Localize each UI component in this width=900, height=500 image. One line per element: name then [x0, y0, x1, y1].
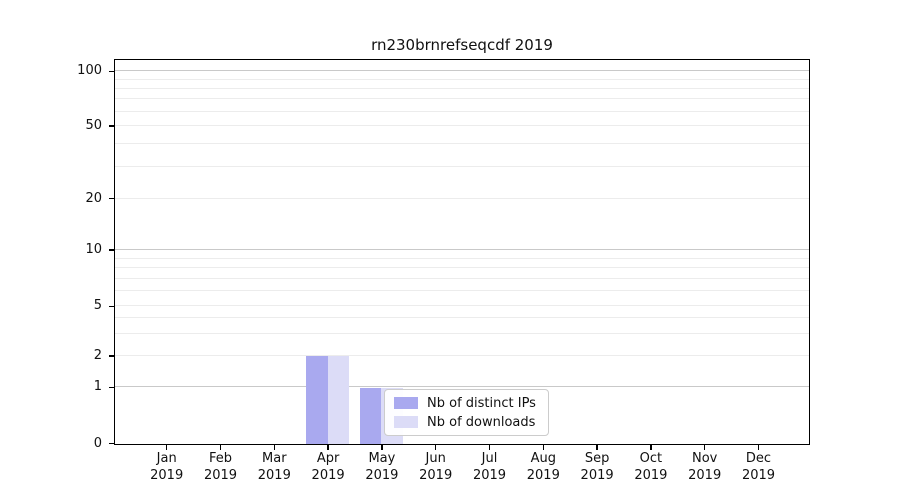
- gridline: [115, 197, 809, 199]
- y-tick-label: 2: [93, 347, 102, 363]
- x-tick-year: 2019: [472, 467, 507, 483]
- y-tick-label: 100: [77, 63, 102, 79]
- x-tick-year: 2019: [257, 467, 291, 483]
- x-tick-mark: [488, 445, 491, 450]
- x-tick-year: 2019: [203, 467, 238, 483]
- x-tick-mark: [596, 445, 598, 450]
- gridline: [115, 87, 809, 89]
- x-tick-label: Feb 2019: [190, 451, 252, 484]
- y-tick-mark: [109, 355, 114, 357]
- x-tick-month: May: [368, 451, 396, 466]
- gridline: [115, 78, 809, 80]
- x-tick-label: Nov 2019: [674, 451, 736, 484]
- gridline: [115, 332, 809, 334]
- x-tick-month: Aug: [530, 451, 556, 466]
- x-tick-label: Apr 2019: [297, 451, 359, 484]
- x-tick-mark: [381, 445, 383, 450]
- gridline: [115, 305, 809, 307]
- x-tick-label: Mar 2019: [243, 451, 305, 484]
- x-tick-year: 2019: [688, 467, 722, 483]
- x-tick-label: Aug 2019: [512, 451, 574, 484]
- x-tick-month: Sep: [584, 451, 610, 466]
- x-tick-month: Dec: [745, 451, 772, 466]
- y-tick-label: 10: [85, 242, 102, 257]
- y-tick-mark: [109, 125, 114, 127]
- gridline: [115, 70, 809, 72]
- x-tick-month: Feb: [208, 451, 233, 466]
- y-tick-mark: [109, 442, 114, 445]
- gridline: [115, 257, 809, 259]
- y-tick-label: 0: [93, 435, 102, 451]
- x-tick-month: Oct: [639, 451, 663, 466]
- bar-downloads-apr: [327, 356, 350, 444]
- gridline: [115, 98, 809, 100]
- x-tick-label: Jul 2019: [459, 451, 521, 484]
- x-tick-mark: [704, 445, 706, 450]
- x-tick-month: Jul: [481, 451, 498, 466]
- y-tick-mark: [109, 70, 114, 73]
- plot-area: [114, 59, 810, 445]
- legend-entry-distinct-ips: Nb of distinct IPs: [394, 396, 539, 411]
- y-tick-mark: [109, 249, 114, 251]
- gridline: [115, 124, 809, 126]
- x-tick-year: 2019: [741, 467, 776, 483]
- x-tick-year: 2019: [526, 467, 560, 483]
- x-tick-label: Oct 2019: [620, 451, 682, 484]
- gridline: [115, 249, 809, 250]
- y-tick-mark: [109, 198, 114, 200]
- x-tick-year: 2019: [365, 467, 399, 483]
- legend-swatch-downloads: [394, 416, 418, 428]
- chart-title: rn230brnrefseqcdf 2019: [371, 36, 553, 54]
- y-tick-label: 50: [85, 117, 102, 133]
- x-tick-month: Mar: [262, 451, 287, 466]
- x-tick-year: 2019: [419, 467, 453, 483]
- gridline: [115, 165, 809, 167]
- x-tick-month: Jan: [156, 451, 177, 466]
- bar-distinct-ips-may: [359, 387, 382, 444]
- x-tick-label: Jan 2019: [136, 451, 198, 484]
- y-tick-label: 20: [85, 190, 102, 206]
- y-tick-label: 1: [93, 379, 102, 395]
- legend-label-downloads: Nb of downloads: [427, 414, 536, 430]
- x-tick-mark: [327, 445, 329, 450]
- x-tick-mark: [650, 445, 652, 450]
- gridline: [115, 142, 809, 144]
- legend-label-distinct-ips: Nb of distinct IPs: [427, 395, 536, 411]
- x-tick-month: Apr: [316, 451, 340, 466]
- bar-distinct-ips-apr: [306, 356, 328, 444]
- x-tick-mark: [166, 445, 168, 450]
- gridline: [115, 386, 809, 388]
- y-tick-label: 5: [93, 298, 102, 314]
- gridline: [115, 110, 809, 112]
- gridline: [115, 267, 809, 269]
- gridline: [115, 317, 809, 319]
- x-tick-year: 2019: [150, 467, 184, 483]
- x-tick-mark: [757, 445, 760, 450]
- x-tick-mark: [435, 445, 437, 450]
- x-tick-label: Jun 2019: [405, 451, 467, 484]
- gridline: [115, 290, 809, 292]
- x-tick-year: 2019: [634, 467, 668, 483]
- gridline: [115, 277, 809, 279]
- y-tick-mark: [109, 386, 114, 388]
- x-tick-year: 2019: [311, 467, 345, 483]
- legend-entry-downloads: Nb of downloads: [394, 415, 539, 430]
- x-tick-label: Dec 2019: [728, 451, 790, 484]
- x-tick-year: 2019: [580, 467, 614, 483]
- x-tick-mark: [273, 445, 275, 450]
- legend-swatch-distinct-ips: [394, 397, 418, 409]
- legend: Nb of distinct IPs Nb of downloads: [384, 389, 549, 436]
- x-tick-mark: [542, 445, 544, 450]
- x-tick-month: Jun: [425, 451, 446, 466]
- x-tick-label: Sep 2019: [566, 451, 628, 484]
- x-tick-label: May 2019: [351, 451, 413, 484]
- x-tick-mark: [219, 445, 222, 450]
- x-tick-month: Nov: [692, 451, 718, 466]
- gridline: [115, 354, 809, 356]
- y-tick-mark: [109, 305, 114, 307]
